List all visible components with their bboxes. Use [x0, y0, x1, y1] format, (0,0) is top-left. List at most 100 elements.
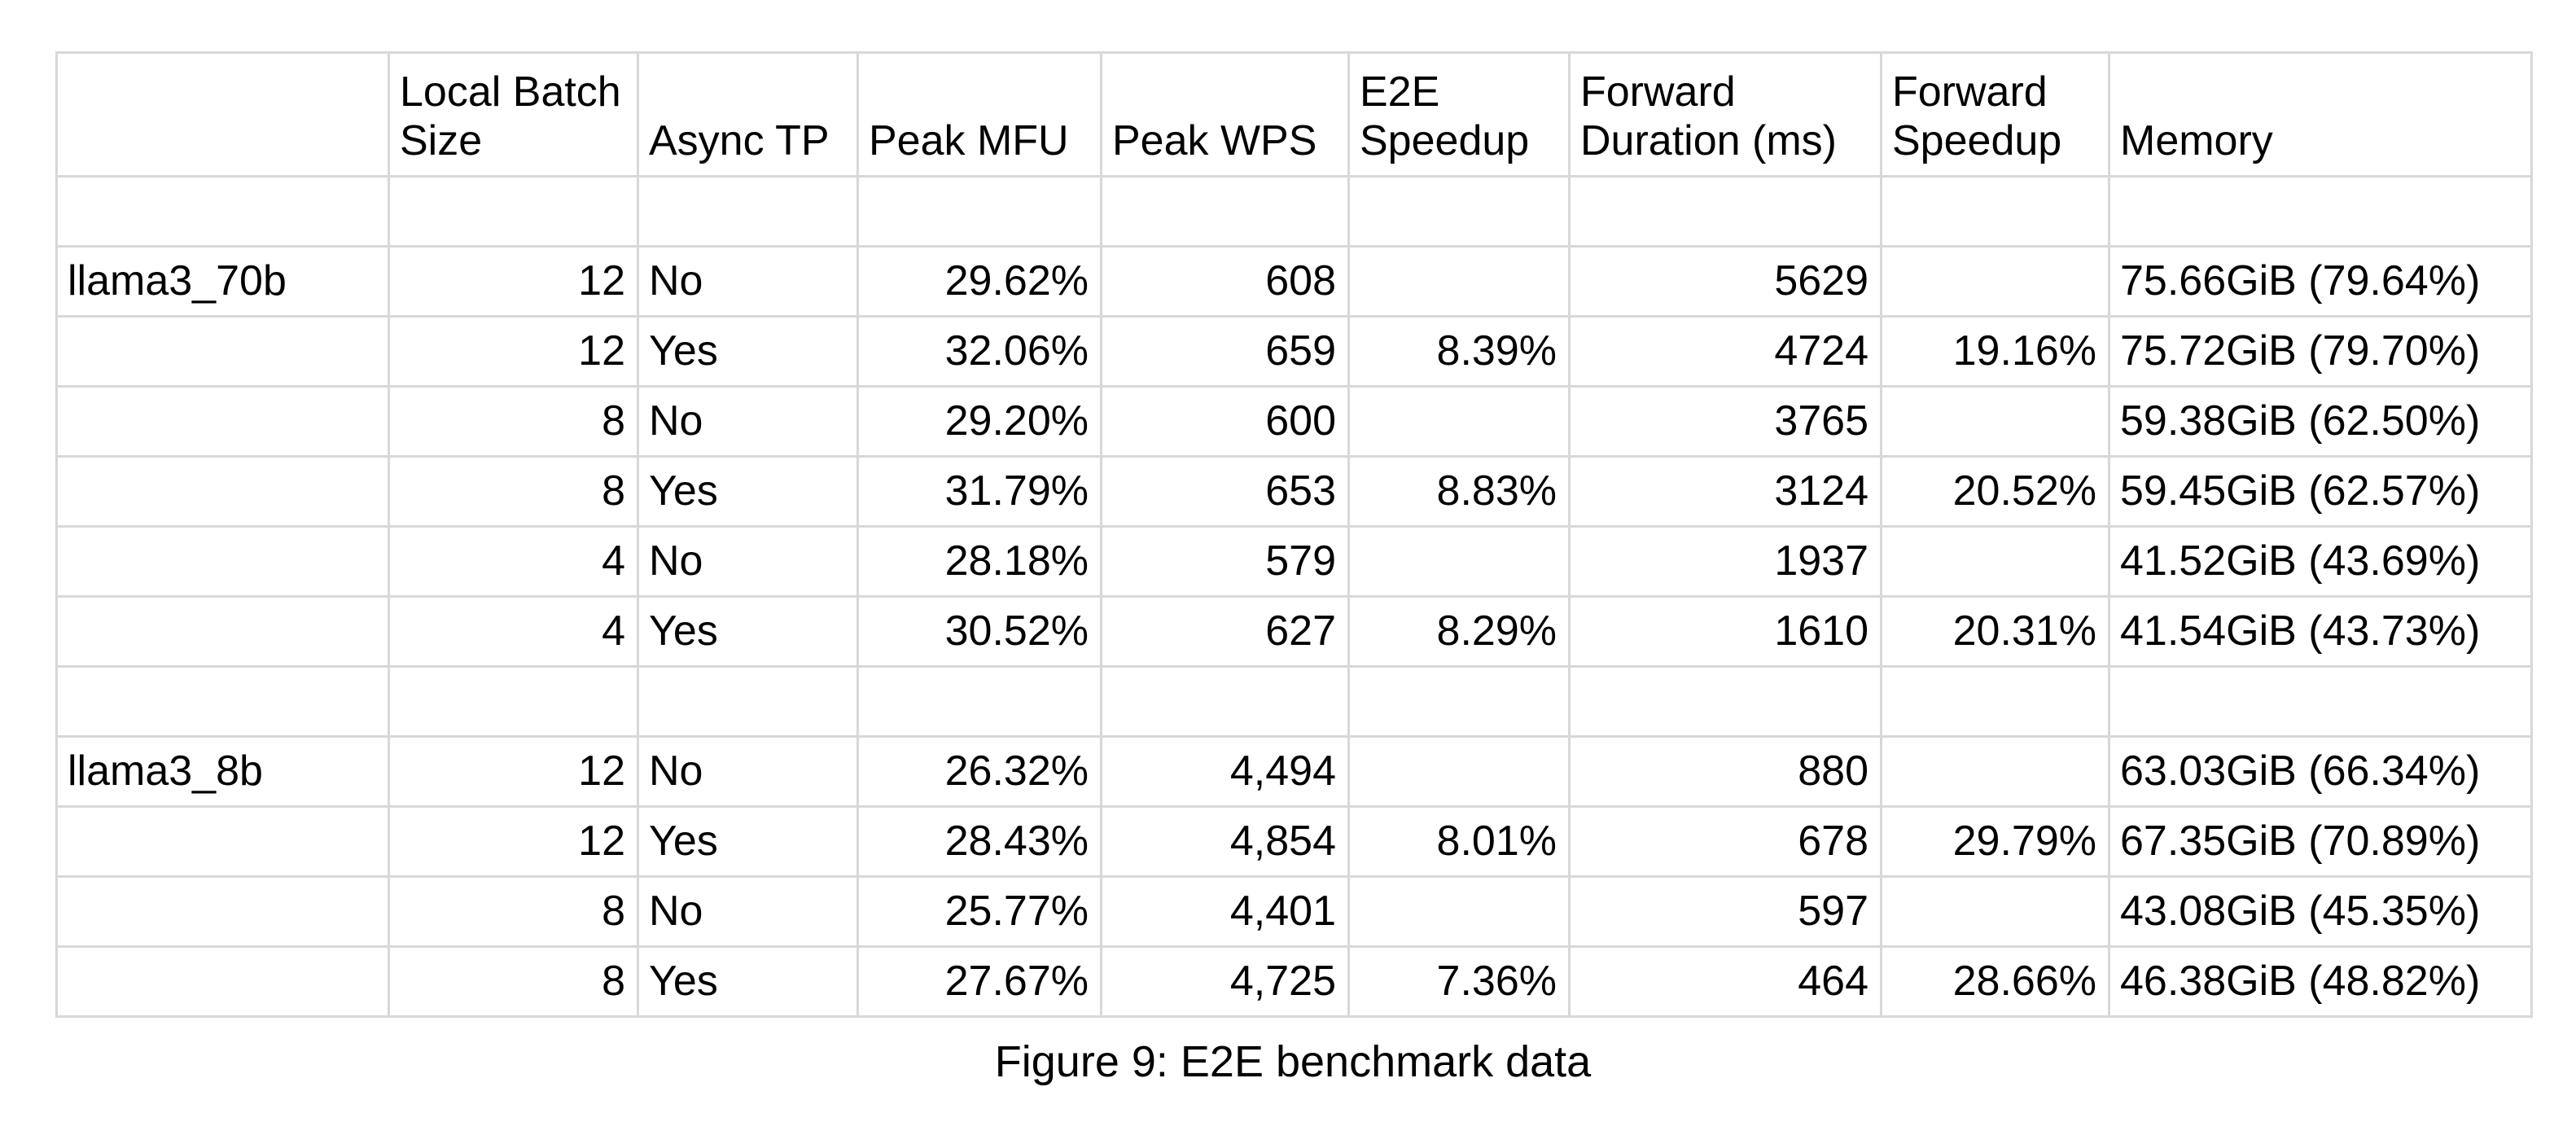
- table-cell: 4,854: [1100, 805, 1350, 878]
- table-cell: 75.72GiB (79.70%): [2108, 315, 2533, 388]
- table-cell: llama3_70b: [55, 245, 390, 318]
- table-cell: 20.52%: [1880, 455, 2110, 528]
- table-cell: 12: [388, 805, 639, 878]
- table-cell: [1347, 245, 1571, 318]
- table-cell: 43.08GiB (45.35%): [2108, 875, 2533, 948]
- table-cell: [856, 175, 1102, 248]
- table-cell: 1937: [1568, 525, 1882, 598]
- table-cell: 28.43%: [856, 805, 1102, 878]
- table-row: llama3_8b 12 No 26.32% 4,494 880 63.03GiB (66.…: [55, 735, 2533, 808]
- table-cell: [856, 665, 1102, 738]
- table-cell: 3124: [1568, 455, 1882, 528]
- table-cell: Yes: [637, 315, 859, 388]
- spacer-row: [55, 175, 2533, 248]
- table-cell: 31.79%: [856, 455, 1102, 528]
- table-cell: [1347, 735, 1571, 808]
- table-cell: 8: [388, 875, 639, 948]
- table-cell: [55, 945, 390, 1018]
- table-cell: [1880, 665, 2110, 738]
- table-cell: [1347, 525, 1571, 598]
- table-cell: [1880, 385, 2110, 458]
- table-cell: [1880, 875, 2110, 948]
- table-cell: 600: [1100, 385, 1350, 458]
- table-cell: [1568, 175, 1882, 248]
- table-cell: 8: [388, 945, 639, 1018]
- table-cell: [388, 175, 639, 248]
- table-cell: 12: [388, 315, 639, 388]
- table-row: 8 No 25.77% 4,401 597 43.08GiB (45.35%): [55, 875, 2533, 948]
- table-cell: 59.45GiB (62.57%): [2108, 455, 2533, 528]
- table-cell: 8: [388, 385, 639, 458]
- figure-e2e-benchmark: Local Batch Size Async TP Peak MFU Peak …: [55, 51, 2533, 1088]
- table-cell: 4: [388, 525, 639, 598]
- table-cell: [55, 175, 390, 248]
- table-cell: 464: [1568, 945, 1882, 1018]
- table-row: 12 Yes 28.43% 4,854 8.01% 678 29.79% 67.35GiB (…: [55, 805, 2533, 878]
- table-cell: 579: [1100, 525, 1350, 598]
- table-cell: llama3_8b: [55, 735, 390, 808]
- table-cell: 4,401: [1100, 875, 1350, 948]
- col-header-model: [55, 51, 390, 178]
- table-cell: 67.35GiB (70.89%): [2108, 805, 2533, 878]
- table-cell: 59.38GiB (62.50%): [2108, 385, 2533, 458]
- figure-caption: Figure 9: E2E benchmark data: [994, 1037, 1592, 1086]
- table-cell: [55, 595, 390, 668]
- table-cell: [1100, 175, 1350, 248]
- col-header-local-batch-size: Local Batch Size: [388, 51, 639, 178]
- table-cell: 627: [1100, 595, 1350, 668]
- table-cell: Yes: [637, 805, 859, 878]
- table-cell: [1880, 525, 2110, 598]
- table-cell: [637, 665, 859, 738]
- table-row: 4 Yes 30.52% 627 8.29% 1610 20.31% 41.54GiB (43…: [55, 595, 2533, 668]
- table-cell: No: [637, 875, 859, 948]
- table-row: llama3_70b 12 No 29.62% 608 5629 75.66GiB (79.…: [55, 245, 2533, 318]
- table-cell: 8.83%: [1347, 455, 1571, 528]
- table-cell: [1880, 175, 2110, 248]
- table-cell: [1347, 385, 1571, 458]
- col-header-memory: Memory: [2108, 51, 2533, 178]
- table-cell: 12: [388, 245, 639, 318]
- table-cell: [2108, 175, 2533, 248]
- table-cell: 26.32%: [856, 735, 1102, 808]
- table-cell: [55, 385, 390, 458]
- table-cell: 597: [1568, 875, 1882, 948]
- table-cell: 678: [1568, 805, 1882, 878]
- table-cell: 8.29%: [1347, 595, 1571, 668]
- table-row: 4 No 28.18% 579 1937 41.52GiB (43.69%): [55, 525, 2533, 598]
- col-header-async-tp: Async TP: [637, 51, 859, 178]
- benchmark-table: Local Batch Size Async TP Peak MFU Peak …: [55, 51, 2533, 1018]
- table-cell: 63.03GiB (66.34%): [2108, 735, 2533, 808]
- header-row: Local Batch Size Async TP Peak MFU Peak …: [55, 51, 2533, 178]
- col-header-e2e-speedup: E2E Speedup: [1347, 51, 1571, 178]
- table-row: 8 Yes 31.79% 653 8.83% 3124 20.52% 59.45GiB (62…: [55, 455, 2533, 528]
- table-cell: [1880, 735, 2110, 808]
- table-cell: [1347, 175, 1571, 248]
- table-cell: 8: [388, 455, 639, 528]
- table-cell: [55, 315, 390, 388]
- table-cell: No: [637, 525, 859, 598]
- table-cell: 8.01%: [1347, 805, 1571, 878]
- table-cell: [55, 525, 390, 598]
- table-cell: [55, 875, 390, 948]
- table-row: 8 Yes 27.67% 4,725 7.36% 464 28.66% 46.38GiB (4…: [55, 945, 2533, 1018]
- table-cell: 4,725: [1100, 945, 1350, 1018]
- col-header-peak-wps: Peak WPS: [1100, 51, 1350, 178]
- table-cell: [388, 665, 639, 738]
- table-cell: [2108, 665, 2533, 738]
- col-header-peak-mfu: Peak MFU: [856, 51, 1102, 178]
- table-cell: 28.66%: [1880, 945, 2110, 1018]
- table-cell: 27.67%: [856, 945, 1102, 1018]
- table-cell: 5629: [1568, 245, 1882, 318]
- table-cell: 28.18%: [856, 525, 1102, 598]
- table-cell: 19.16%: [1880, 315, 2110, 388]
- table-cell: 46.38GiB (48.82%): [2108, 945, 2533, 1018]
- col-header-forward-speedup: Forward Speedup: [1880, 51, 2110, 178]
- table-cell: 29.20%: [856, 385, 1102, 458]
- table-cell: No: [637, 735, 859, 808]
- table-cell: 41.52GiB (43.69%): [2108, 525, 2533, 598]
- spacer-row: [55, 665, 2533, 738]
- table-cell: [1880, 245, 2110, 318]
- table-cell: 41.54GiB (43.73%): [2108, 595, 2533, 668]
- table-cell: 30.52%: [856, 595, 1102, 668]
- table-cell: 20.31%: [1880, 595, 2110, 668]
